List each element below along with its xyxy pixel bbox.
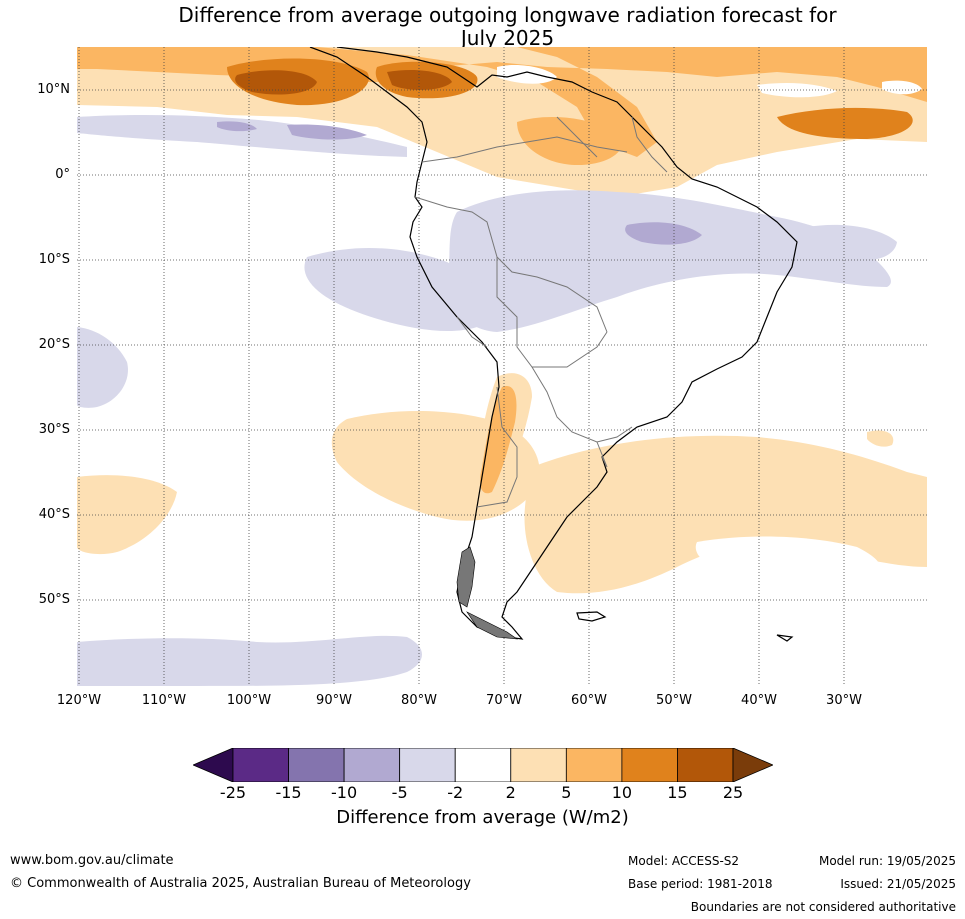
map-title: Difference from average outgoing longwav… bbox=[0, 4, 965, 50]
lon-label-120w: 120°W bbox=[56, 693, 102, 708]
model-text: Model: ACCESS-S2 bbox=[628, 854, 740, 868]
negative-amazon bbox=[448, 190, 891, 332]
country-borders bbox=[414, 116, 668, 508]
colorbar-tick-label: -2 bbox=[447, 783, 464, 802]
very-strong-positive-2 bbox=[387, 70, 452, 90]
lat-label-50s: 50°S bbox=[38, 592, 70, 607]
white-gap-south-atl bbox=[695, 536, 881, 582]
colorbar-tick-label: -15 bbox=[275, 783, 302, 802]
title-line-2: July 2025 bbox=[460, 26, 555, 50]
colorbar-segment bbox=[232, 748, 289, 782]
colorbar-segment bbox=[621, 748, 678, 782]
positive-east-small bbox=[867, 430, 894, 447]
lat-label-10s: 10°S bbox=[38, 252, 70, 267]
lon-label-110w: 110°W bbox=[141, 693, 187, 708]
colorbar-tick-label: -10 bbox=[331, 783, 358, 802]
negative-east-ne bbox=[807, 224, 897, 261]
lat-label-20s: 20°S bbox=[38, 337, 70, 352]
lon-label-60w: 60°W bbox=[571, 693, 607, 708]
colorbar-tick-label: 2 bbox=[505, 783, 516, 802]
south-georgia bbox=[776, 634, 794, 642]
strong-positive-guiana bbox=[517, 117, 623, 165]
colorbar-segment bbox=[677, 748, 734, 782]
lat-label-30s: 30°S bbox=[38, 422, 70, 437]
colorbar-segment bbox=[510, 748, 567, 782]
negative-southern bbox=[77, 635, 422, 686]
lat-label-10n: 10°N bbox=[37, 82, 70, 97]
lon-label-40w: 40°W bbox=[741, 693, 777, 708]
positive-south-atlantic bbox=[524, 435, 927, 594]
lon-label-100w: 100°W bbox=[226, 693, 272, 708]
lat-label-0: 0° bbox=[55, 167, 70, 182]
website-text: www.bom.gov.au/climate bbox=[10, 853, 174, 868]
moderate-andes bbox=[480, 386, 517, 494]
colorbar-tick-label: 10 bbox=[611, 783, 633, 802]
negative-eq-core bbox=[287, 124, 367, 140]
copyright-text: © Commonwealth of Australia 2025, Austra… bbox=[10, 876, 471, 891]
colorbar-tick-label: -25 bbox=[219, 783, 247, 802]
colorbar-segment bbox=[399, 748, 456, 782]
colorbar-arrow-right bbox=[732, 748, 773, 782]
positive-far-west bbox=[77, 475, 177, 555]
lon-label-30w: 30°W bbox=[826, 693, 862, 708]
chile-archipelago bbox=[456, 546, 519, 640]
colorbar-segments bbox=[193, 748, 773, 782]
colorbar-segment bbox=[288, 748, 345, 782]
colorbar bbox=[193, 748, 773, 782]
colorbar-tick-label: 25 bbox=[722, 783, 744, 802]
colorbar-tick-label: 15 bbox=[667, 783, 688, 802]
lon-label-90w: 90°W bbox=[316, 693, 352, 708]
colorbar-segment bbox=[565, 748, 623, 782]
south-america-outline bbox=[309, 47, 798, 640]
map-canvas bbox=[77, 47, 927, 686]
very-strong-positive bbox=[235, 70, 317, 95]
colorbar-title: Difference from average (W/m2) bbox=[336, 807, 629, 828]
anomaly-fills bbox=[77, 47, 927, 686]
colorbar-segment bbox=[343, 748, 401, 782]
white-gap-north bbox=[497, 65, 557, 84]
map-area bbox=[77, 47, 927, 686]
lon-label-80w: 80°W bbox=[401, 693, 437, 708]
lat-label-40s: 40°S bbox=[38, 507, 70, 522]
negative-pacific-sub bbox=[304, 247, 481, 332]
colorbar-tick-label: -5 bbox=[391, 783, 408, 802]
negative-eq-core-2 bbox=[217, 121, 257, 132]
colorbar-tick-label: 5 bbox=[561, 783, 572, 802]
colorbar-segment bbox=[454, 748, 512, 782]
falkland-islands bbox=[576, 611, 607, 622]
colorbar-arrow-left bbox=[193, 748, 234, 782]
lon-label-70w: 70°W bbox=[486, 693, 522, 708]
lon-label-50w: 50°W bbox=[656, 693, 692, 708]
strong-positive-east bbox=[777, 107, 913, 139]
white-gap-far-ne bbox=[882, 80, 922, 95]
negative-band-equator bbox=[77, 114, 407, 157]
model-run-text: Model run: 19/05/2025 bbox=[818, 854, 956, 868]
issued-text: Issued: 21/05/2025 bbox=[840, 877, 956, 891]
coastline bbox=[309, 47, 798, 642]
title-line-1: Difference from average outgoing longwav… bbox=[178, 3, 837, 27]
base-period-text: Base period: 1981-2018 bbox=[628, 877, 773, 891]
negative-amazon-core bbox=[625, 222, 702, 245]
negative-west-south bbox=[77, 327, 128, 408]
gridlines bbox=[77, 47, 927, 686]
disclaimer-text: Boundaries are not considered authoritat… bbox=[690, 900, 956, 914]
